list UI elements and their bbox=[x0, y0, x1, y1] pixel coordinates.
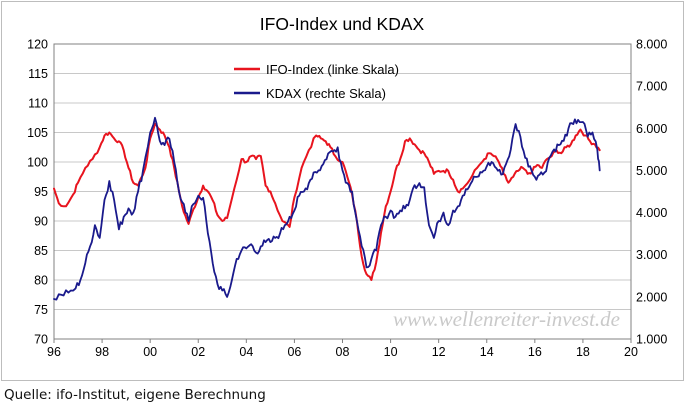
watermark: www.wellenreiter-invest.de bbox=[393, 307, 620, 331]
left-tick-label: 90 bbox=[34, 215, 48, 229]
left-tick-label: 70 bbox=[34, 333, 48, 347]
source-note: Quelle: ifo-Institut, eigene Berechnung bbox=[4, 387, 266, 403]
kdax-line bbox=[53, 116, 601, 301]
left-tick-label: 95 bbox=[34, 185, 48, 199]
x-tick-label: 12 bbox=[432, 345, 446, 359]
right-tick-label: 7.000 bbox=[636, 80, 667, 94]
legend-label-ifo: IFO-Index (linke Skala) bbox=[266, 62, 399, 77]
left-tick-label: 80 bbox=[34, 274, 48, 288]
chart-title: IFO-Index und KDAX bbox=[260, 14, 425, 34]
right-axis: 1.000 2.000 3.000 4.000 5.000 6.000 7.000 8.000 bbox=[636, 38, 667, 347]
right-tick-label: 6.000 bbox=[636, 122, 667, 136]
chart-frame: IFO-Index und KDAX www.wellenreiter-inve… bbox=[1, 1, 684, 381]
x-tick-label: 06 bbox=[287, 345, 301, 359]
legend: IFO-Index (linke Skala) KDAX (rechte Ska… bbox=[234, 62, 399, 101]
left-tick-label: 120 bbox=[27, 38, 48, 52]
left-tick-label: 105 bbox=[27, 126, 48, 140]
right-tick-label: 8.000 bbox=[636, 38, 667, 52]
x-tick-label: 04 bbox=[239, 345, 253, 359]
right-tick-label: 3.000 bbox=[636, 248, 667, 262]
x-tick-label: 20 bbox=[624, 345, 638, 359]
right-tick-label: 5.000 bbox=[636, 164, 667, 178]
ifo-index-line bbox=[53, 122, 601, 281]
x-tick-label: 98 bbox=[95, 345, 109, 359]
right-tick-label: 1.000 bbox=[636, 333, 667, 347]
x-tick-label: 16 bbox=[528, 345, 542, 359]
x-tick-label: 10 bbox=[384, 345, 398, 359]
series-lines bbox=[53, 116, 601, 301]
right-tick-label: 4.000 bbox=[636, 206, 667, 220]
x-tick-label: 18 bbox=[576, 345, 590, 359]
x-axis: 96 98 00 02 04 06 08 10 12 14 16 18 20 bbox=[47, 339, 638, 359]
left-tick-label: 115 bbox=[28, 67, 48, 81]
left-tick-label: 75 bbox=[34, 303, 48, 317]
x-tick-label: 14 bbox=[480, 345, 494, 359]
left-tick-label: 110 bbox=[28, 97, 48, 111]
x-tick-label: 02 bbox=[191, 345, 205, 359]
x-tick-label: 00 bbox=[143, 345, 157, 359]
legend-label-kdax: KDAX (rechte Skala) bbox=[266, 86, 386, 101]
left-tick-label: 100 bbox=[27, 156, 48, 170]
left-axis: 70 75 80 85 90 95 100 105 110 115 120 bbox=[27, 38, 48, 347]
x-tick-label: 96 bbox=[47, 345, 61, 359]
chart: IFO-Index und KDAX www.wellenreiter-inve… bbox=[27, 14, 667, 359]
left-tick-label: 85 bbox=[34, 244, 48, 258]
x-tick-label: 08 bbox=[336, 345, 350, 359]
right-tick-label: 2.000 bbox=[636, 290, 667, 304]
